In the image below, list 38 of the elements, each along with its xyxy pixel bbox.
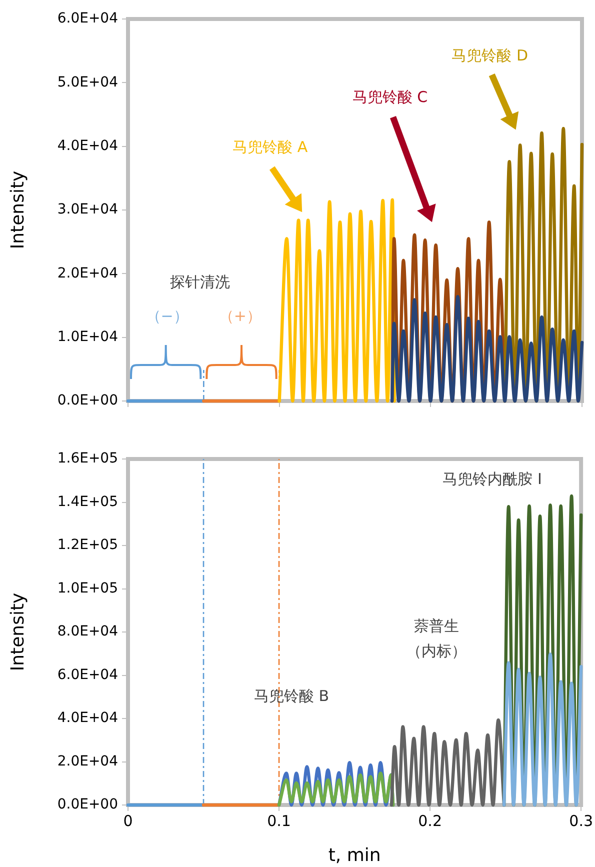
x-tick-label: 0.3	[569, 812, 593, 830]
annotation: 探针清洗	[170, 272, 230, 291]
x-tick-label: 0.1	[267, 812, 291, 830]
y-tick-label: 4.0E+04	[57, 138, 118, 154]
y-tick-label: 5.0E+04	[57, 74, 118, 90]
annotation: 马兜铃内酰胺 I	[442, 470, 542, 488]
annotation: 马兜铃酸 D	[452, 46, 528, 65]
line-series	[390, 718, 506, 807]
annotation: （−）	[146, 306, 188, 325]
y-axis-title: Intensity	[7, 592, 28, 672]
x-tick-label: 0.2	[418, 812, 442, 830]
line-series	[278, 198, 396, 403]
annotation: （内标）	[406, 642, 467, 660]
y-tick-label: 6.0E+04	[57, 666, 118, 683]
y-tick-label: 3.0E+04	[57, 202, 118, 218]
y-tick-label: 0.0E+00	[57, 796, 118, 813]
annotation: （+）	[218, 306, 262, 325]
annotation: 马兜铃酸 C	[352, 88, 428, 106]
y-tick-label: 6.0E+04	[57, 10, 118, 27]
y-tick-label: 8.0E+04	[57, 624, 118, 640]
y-tick-label: 4.0E+04	[57, 710, 118, 726]
x-tick-label: 0	[123, 812, 133, 830]
annotation: 马兜铃酸 B	[254, 686, 330, 705]
annotation: 马兜铃酸 A	[232, 138, 308, 156]
line-series	[277, 772, 395, 807]
y-tick-label: 1.2E+05	[57, 537, 118, 554]
y-tick-label: 1.0E+04	[57, 328, 118, 345]
line-series	[390, 294, 584, 403]
y-tick-label: 2.0E+04	[57, 265, 118, 282]
line-series	[502, 652, 583, 807]
y-tick-label: 2.0E+04	[57, 753, 118, 770]
annotation: 萘普生	[414, 617, 460, 636]
y-tick-label: 1.0E+05	[57, 580, 118, 596]
y-axis-title: Intensity	[7, 170, 28, 250]
x-axis-title: t, min	[328, 844, 381, 866]
y-tick-label: 0.0E+00	[57, 392, 118, 409]
y-tick-label: 1.6E+05	[57, 450, 118, 467]
y-tick-label: 1.4E+05	[57, 494, 118, 510]
